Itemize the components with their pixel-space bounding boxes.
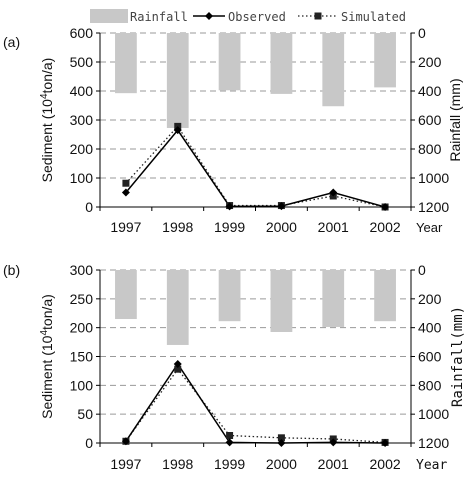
left-tick-label: 0 bbox=[85, 199, 93, 215]
left-tick-label: 100 bbox=[70, 170, 94, 186]
observed-point bbox=[277, 202, 286, 211]
observed-point bbox=[277, 439, 286, 447]
x-tick-label: 1999 bbox=[214, 456, 245, 472]
simulated-point bbox=[122, 179, 130, 187]
right-tick-label: 1000 bbox=[418, 170, 449, 186]
right-axis-title: Rainfall(mm) bbox=[450, 306, 466, 407]
right-tick-label: 1200 bbox=[418, 199, 449, 215]
rainfall-bar bbox=[270, 270, 293, 332]
observed-point bbox=[225, 438, 234, 447]
rainfall-bar bbox=[322, 33, 345, 107]
observed-point bbox=[173, 126, 182, 135]
left-tick-label: 250 bbox=[70, 291, 94, 307]
observed-point bbox=[329, 438, 338, 447]
right-tick-label: 1000 bbox=[418, 406, 449, 422]
simulated-point bbox=[226, 432, 234, 440]
legend-rainfall-label: Rainfall bbox=[130, 10, 188, 24]
x-tick-label: 1997 bbox=[110, 219, 141, 235]
panel-label: (b) bbox=[3, 262, 20, 278]
right-tick-label: 1200 bbox=[418, 435, 449, 451]
observed-point bbox=[225, 202, 234, 211]
right-tick-label: 0 bbox=[418, 25, 426, 41]
simulated-line bbox=[125, 368, 386, 444]
left-tick-label: 200 bbox=[70, 141, 94, 157]
rainfall-bar bbox=[322, 270, 345, 327]
observed-line bbox=[125, 362, 386, 444]
x-tick-label: 2002 bbox=[370, 456, 401, 472]
panel-label: (a) bbox=[3, 34, 20, 50]
rainfall-bar bbox=[270, 33, 293, 94]
right-tick-label: 600 bbox=[418, 349, 442, 365]
x-tick-label: 2001 bbox=[318, 456, 349, 472]
legend-rainfall-swatch bbox=[90, 9, 128, 23]
right-tick-label: 200 bbox=[418, 291, 442, 307]
rainfall-bar bbox=[374, 33, 396, 88]
rainfall-bar bbox=[166, 33, 189, 128]
legend-observed-marker bbox=[205, 12, 213, 20]
left-tick-label: 300 bbox=[70, 262, 94, 278]
right-tick-label: 200 bbox=[418, 54, 442, 70]
left-axis-title: Sediment (104ton/a) bbox=[39, 294, 55, 419]
observed-line bbox=[125, 128, 386, 208]
right-tick-label: 800 bbox=[418, 377, 442, 393]
legend: Rainfall Observed Simulated bbox=[90, 9, 406, 24]
right-tick-label: 600 bbox=[418, 112, 442, 128]
left-tick-label: 400 bbox=[70, 83, 94, 99]
x-tick-label: 1997 bbox=[110, 456, 141, 472]
observed-point bbox=[121, 437, 130, 446]
rainfall-bar bbox=[218, 33, 241, 91]
x-unit-label: Year bbox=[416, 458, 447, 473]
x-tick-label: 2000 bbox=[266, 219, 297, 235]
rainfall-bar bbox=[374, 270, 396, 322]
left-tick-label: 300 bbox=[70, 112, 94, 128]
legend-simulated-marker bbox=[314, 12, 322, 20]
rainfall-bar bbox=[115, 270, 137, 320]
left-tick-label: 600 bbox=[70, 25, 94, 41]
simulated-point bbox=[174, 365, 182, 373]
x-tick-label: 1998 bbox=[162, 219, 193, 235]
left-tick-label: 100 bbox=[70, 377, 94, 393]
left-tick-label: 200 bbox=[70, 320, 94, 336]
x-unit-label: Year bbox=[416, 220, 443, 235]
panel-a: (a) 0 100 200 300 400 500 600 0 200 400 600 800 1000 1… bbox=[3, 25, 463, 235]
left-axis-title: Sediment (104ton/a) bbox=[39, 58, 55, 183]
simulated-line bbox=[125, 125, 386, 208]
rainfall-bar bbox=[166, 270, 189, 345]
right-tick-label: 400 bbox=[418, 320, 442, 336]
x-tick-label: 2002 bbox=[370, 219, 401, 235]
observed-point bbox=[329, 188, 338, 197]
rainfall-bar bbox=[115, 33, 137, 94]
legend-observed-label: Observed bbox=[228, 10, 286, 24]
legend-simulated-label: Simulated bbox=[341, 10, 406, 24]
right-tick-label: 800 bbox=[418, 141, 442, 157]
rainfall-bar bbox=[218, 270, 241, 322]
right-tick-label: 400 bbox=[418, 83, 442, 99]
left-tick-label: 500 bbox=[70, 54, 94, 70]
x-tick-label: 2001 bbox=[318, 219, 349, 235]
panel-b: (b) 0 50 100 150 200 250 300 0 200 400 600 800 1000 12… bbox=[3, 262, 466, 473]
x-tick-label: 1998 bbox=[162, 456, 193, 472]
left-tick-label: 150 bbox=[70, 349, 94, 365]
observed-point bbox=[381, 203, 390, 211]
left-tick-label: 50 bbox=[77, 406, 93, 422]
right-tick-label: 0 bbox=[418, 262, 426, 278]
x-tick-label: 2000 bbox=[266, 456, 297, 472]
observed-point bbox=[173, 359, 182, 368]
simulated-point bbox=[277, 434, 285, 442]
left-tick-label: 0 bbox=[85, 435, 93, 451]
observed-point bbox=[381, 439, 390, 447]
x-tick-label: 1999 bbox=[214, 219, 245, 235]
right-axis-title: Rainfall (mm) bbox=[447, 78, 463, 161]
observed-point bbox=[121, 188, 130, 197]
